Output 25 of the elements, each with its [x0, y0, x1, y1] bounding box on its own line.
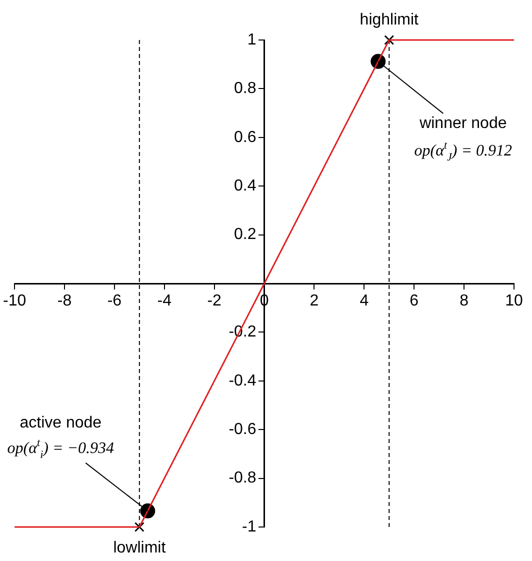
x-tick-label: -2 [207, 292, 222, 310]
y-tick-label: 1 [247, 31, 256, 48]
annotation: active node [20, 414, 102, 432]
x-tick-label: 2 [310, 292, 319, 310]
y-tick-label: 0.4 [234, 178, 256, 195]
y-tick-label: 0.8 [234, 80, 256, 98]
x-tick-label: -10 [3, 292, 26, 310]
point [384, 35, 394, 45]
x-tick-label: -8 [57, 292, 72, 310]
y-tick-label: 0.2 [234, 226, 256, 244]
x-tick-label: -6 [107, 292, 122, 310]
x-tick-label: 4 [360, 292, 369, 310]
y-tick-label: -0.4 [228, 372, 256, 390]
point [134, 522, 144, 532]
x-tick-label: 10 [505, 292, 523, 310]
y-tick-label: -0.6 [228, 421, 256, 438]
y-tick-label: -1 [242, 518, 256, 536]
annotation: winner node [418, 114, 507, 132]
y-tick-label: -0.8 [228, 470, 256, 487]
x-tick-label: 6 [410, 292, 419, 310]
annotation: lowlimit [113, 539, 166, 556]
annotation: highlimit [360, 11, 420, 28]
y-tick-label: 0.6 [234, 128, 256, 146]
x-tick-label: 8 [460, 292, 469, 310]
x-tick-label: -4 [157, 292, 172, 310]
